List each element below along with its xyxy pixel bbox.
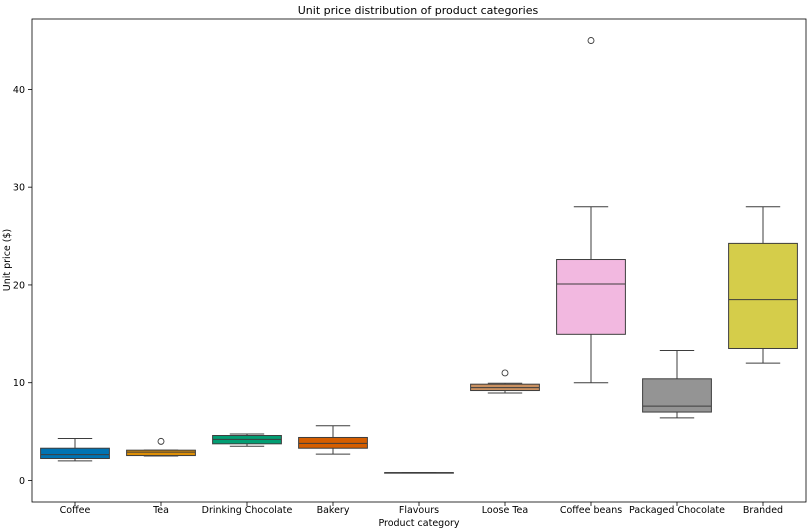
chart-title: Unit price distribution of product categ… (298, 4, 539, 17)
y-tick-label: 30 (13, 183, 25, 194)
box (556, 259, 626, 335)
box-group (384, 472, 454, 474)
box (126, 449, 196, 457)
y-tick-label: 40 (13, 85, 25, 96)
x-tick-label: Tea (152, 505, 169, 516)
x-axis-label: Product category (378, 518, 459, 529)
x-tick-label: Coffee beans (560, 505, 622, 516)
x-axis-ticks: Coffee Tea Drinking Chocolate Bakery Flavour… (60, 502, 783, 516)
x-tick-label: Drinking Chocolate (202, 505, 293, 516)
outlier-point (587, 37, 595, 44)
outlier-point (501, 369, 509, 377)
x-tick-label: Packaged Chocolate (629, 505, 725, 516)
box-group (40, 437, 110, 462)
x-tick-label: Loose Tea (482, 505, 528, 516)
box-group (470, 369, 540, 394)
x-tick-label: Coffee (60, 505, 91, 516)
x-tick-label: Flavours (399, 505, 439, 516)
y-axis-label: Unit price ($) (2, 229, 13, 291)
x-tick-label: Branded (743, 505, 783, 516)
x-tick-label: Bakery (317, 505, 350, 516)
box-plot-series (40, 37, 798, 474)
y-tick-label: 10 (13, 378, 25, 389)
y-axis-ticks: 0 10 20 30 40 (13, 85, 32, 487)
box-group (126, 437, 196, 457)
box-group (556, 37, 626, 384)
box-group (728, 206, 798, 364)
box-group (298, 425, 368, 455)
box-group (212, 433, 282, 447)
box (642, 378, 712, 413)
plot-area-frame (31, 18, 807, 503)
y-tick-label: 20 (13, 280, 25, 291)
box (728, 242, 798, 349)
box-group (642, 349, 712, 419)
outlier-point (157, 437, 165, 445)
y-tick-label: 0 (19, 476, 25, 487)
box (40, 447, 110, 459)
